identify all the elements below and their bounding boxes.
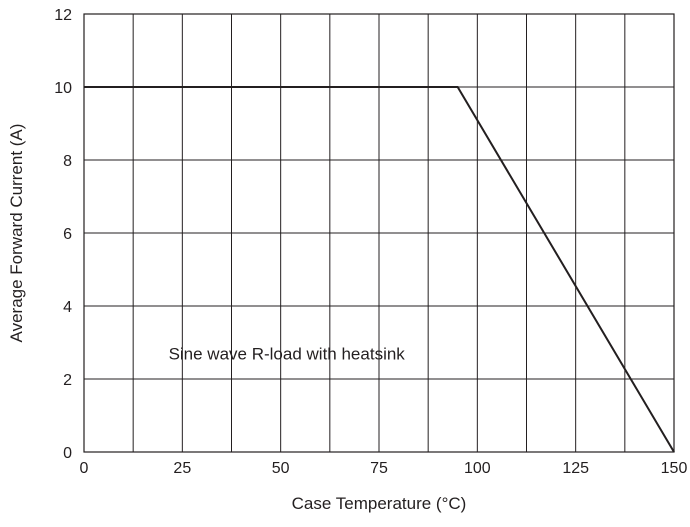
x-tick-label: 150 [661, 460, 688, 477]
plot-frame [83, 13, 675, 453]
x-tick-label: 75 [370, 460, 388, 477]
x-tick-label: 50 [272, 460, 290, 477]
x-tick-label: 0 [80, 460, 89, 477]
y-tick-label: 12 [54, 7, 72, 24]
y-tick-labels: 0 2 4 6 8 10 12 [54, 7, 72, 462]
y-tick-label: 0 [63, 445, 72, 462]
y-tick-label: 4 [63, 299, 72, 316]
y-tick-label: 8 [63, 153, 72, 170]
series-line-0 [84, 86, 675, 453]
chart-annotation: Sine wave R-load with heatsink [169, 345, 406, 364]
y-tick-label: 2 [63, 372, 72, 389]
x-tick-label: 125 [562, 460, 589, 477]
x-axis-title: Case Temperature (°C) [292, 494, 467, 513]
series-layer [84, 86, 675, 453]
grid [84, 14, 674, 452]
x-tick-labels: 0 25 50 75 100 125 150 [80, 460, 688, 477]
y-axis-title: Average Forward Current (A) [7, 124, 26, 343]
x-tick-label: 25 [173, 460, 191, 477]
x-tick-label: 100 [464, 460, 491, 477]
y-tick-label: 6 [63, 226, 72, 243]
y-tick-label: 10 [54, 80, 72, 97]
